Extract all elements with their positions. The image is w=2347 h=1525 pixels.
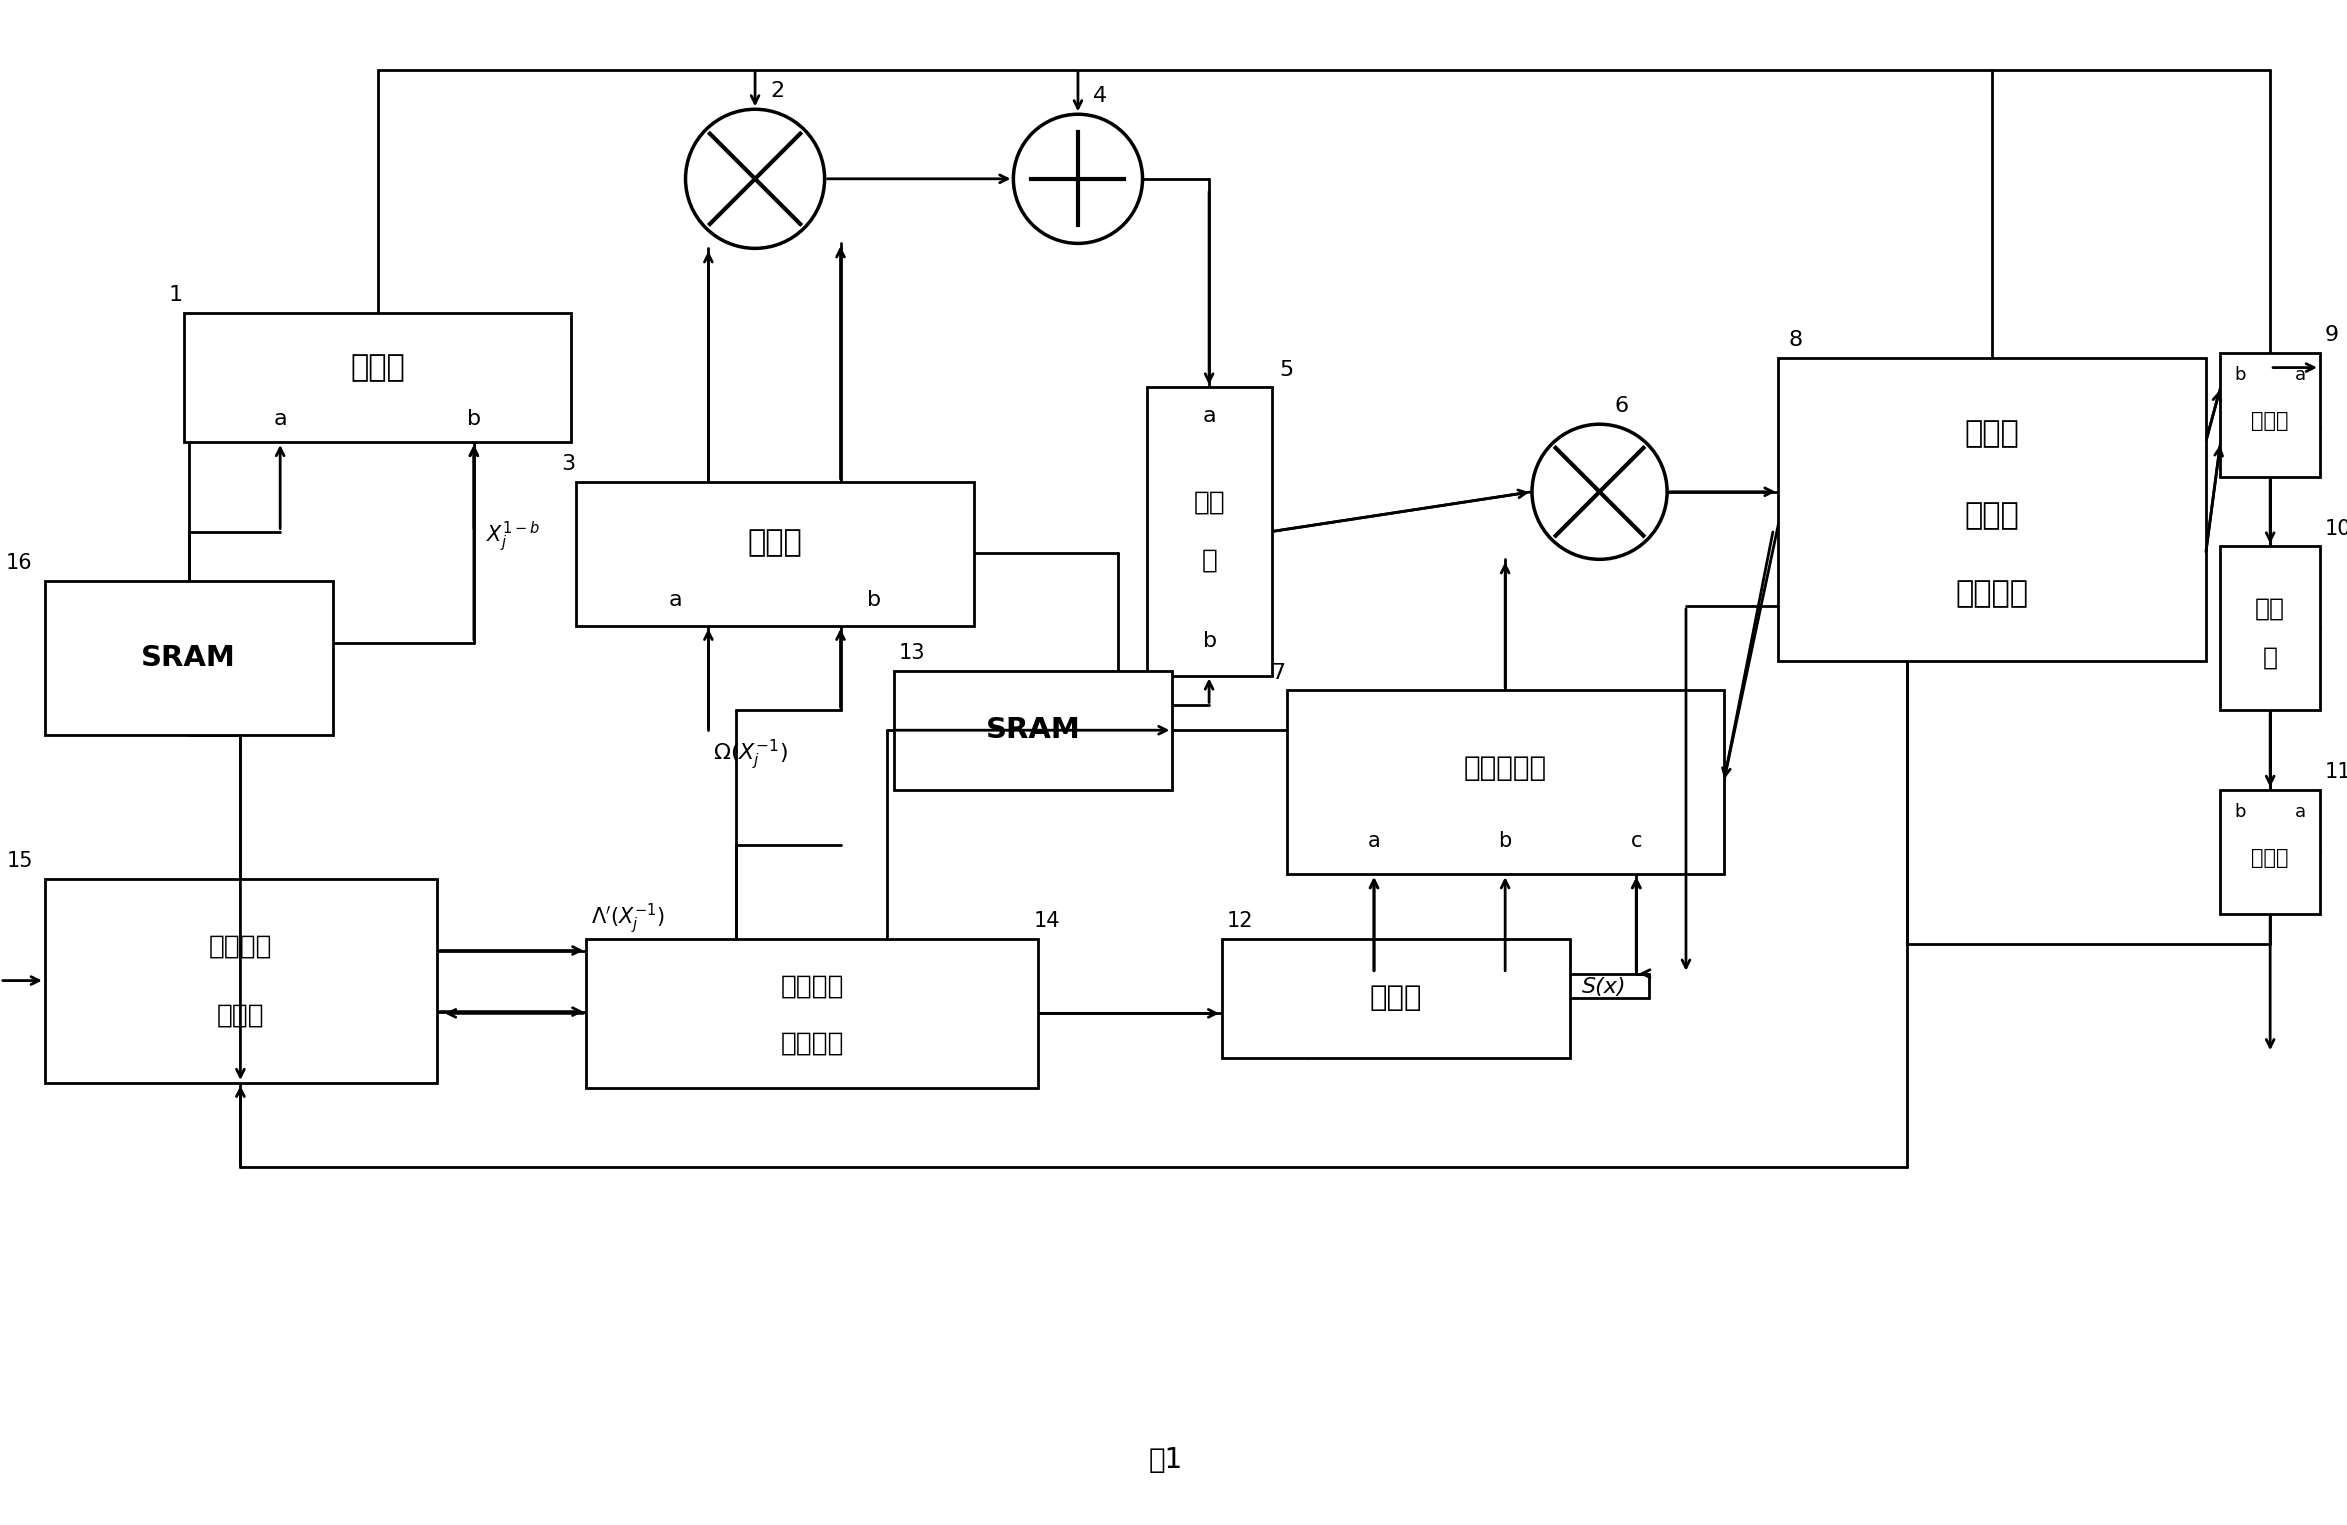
Bar [2220,546,2319,711]
Text: 触发: 触发 [2255,596,2286,621]
Text: b: b [1497,831,1511,851]
Text: a: a [275,409,286,429]
Text: 器: 器 [2263,647,2277,669]
Text: 11: 11 [2326,762,2347,782]
Circle shape [1533,424,1666,560]
Bar [894,671,1174,790]
Bar [2220,790,2319,913]
Bar [45,581,333,735]
Text: $X_j^{1-b}$: $X_j^{1-b}$ [486,520,540,554]
Text: 倒数电路: 倒数电路 [782,1031,845,1057]
Text: b: b [2234,804,2246,820]
Text: 2: 2 [770,81,784,101]
Text: 选择与取: 选择与取 [782,973,845,999]
Text: 15: 15 [7,851,33,871]
Bar [577,482,974,625]
Text: a: a [669,590,683,610]
Bar [45,880,437,1083]
Text: 发电路: 发电路 [218,1003,265,1029]
Text: 选择与触: 选择与触 [209,933,272,959]
Bar [1223,939,1570,1058]
Text: 9: 9 [2326,325,2340,345]
Text: 三路选择器: 三路选择器 [1465,753,1547,782]
Text: 14: 14 [1033,910,1061,930]
Text: 选择: 选择 [1195,490,1225,515]
Text: 7: 7 [1272,662,1286,683]
Text: S(x): S(x) [1582,976,1626,996]
Text: 锁存器: 锁存器 [1371,985,1422,1013]
Text: SRAM: SRAM [141,644,237,673]
Text: 12: 12 [1227,910,1253,930]
Text: 选择器: 选择器 [2251,410,2288,432]
Text: 选择器: 选择器 [350,352,406,381]
Text: SRAM: SRAM [986,717,1080,744]
Text: a: a [1368,831,1380,851]
Bar [1779,358,2206,660]
Text: 选择器: 选择器 [749,528,803,557]
Text: 8: 8 [1788,329,1802,349]
Bar [587,939,1037,1087]
Bar [1286,691,1723,874]
Text: 选择器: 选择器 [2251,848,2288,868]
Text: $\Omega(X_j^{-1})$: $\Omega(X_j^{-1})$ [713,738,789,772]
Text: a: a [2295,804,2305,820]
Text: 与三态: 与三态 [1964,500,2018,529]
Text: 16: 16 [7,554,33,573]
Text: 10: 10 [2326,518,2347,538]
Bar [2220,352,2319,477]
Text: 功能电路: 功能电路 [1955,580,2028,608]
Text: 图1: 图1 [1148,1446,1183,1475]
Text: b: b [467,409,481,429]
Text: 3: 3 [561,454,575,474]
Text: 5: 5 [1279,360,1293,380]
Text: a: a [1202,406,1216,427]
Text: b: b [868,590,882,610]
Text: 赋初值: 赋初值 [1964,419,2018,448]
Text: $\Lambda'(X_j^{-1})$: $\Lambda'(X_j^{-1})$ [591,901,664,936]
Text: b: b [1202,631,1216,651]
Text: a: a [2295,366,2305,384]
Text: c: c [1631,831,1643,851]
Circle shape [685,110,824,249]
Text: b: b [2234,366,2246,384]
Bar [183,313,570,442]
Text: 13: 13 [899,642,925,663]
Circle shape [1014,114,1143,244]
Text: 1: 1 [169,285,183,305]
Text: 器: 器 [1202,547,1218,573]
Text: 4: 4 [1094,87,1108,107]
Text: 6: 6 [1615,396,1629,416]
Bar [1148,387,1272,676]
